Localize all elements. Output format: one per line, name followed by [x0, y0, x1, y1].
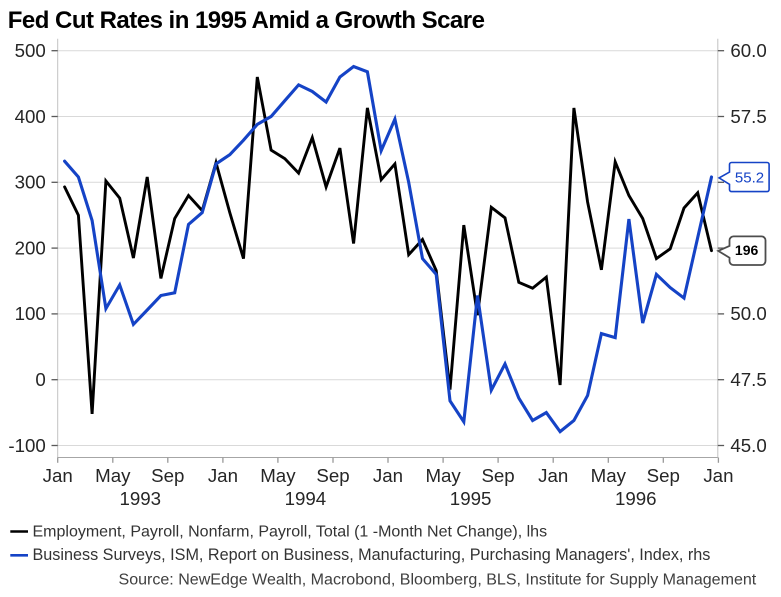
svg-text:60.0: 60.0: [730, 40, 766, 61]
svg-text:Fed Cut Rates in 1995 Amid a G: Fed Cut Rates in 1995 Amid a Growth Scar…: [8, 7, 485, 34]
svg-text:Jan: Jan: [43, 465, 73, 486]
svg-text:-100: -100: [8, 435, 45, 456]
svg-text:Sep: Sep: [481, 465, 514, 486]
svg-text:Source: NewEdge Wealth, Macrob: Source: NewEdge Wealth, Macrobond, Bloom…: [119, 570, 757, 588]
svg-text:May: May: [591, 465, 627, 486]
svg-text:57.5: 57.5: [730, 106, 766, 127]
svg-text:47.5: 47.5: [730, 369, 766, 390]
svg-text:400: 400: [15, 106, 46, 127]
svg-text:300: 300: [15, 172, 46, 193]
svg-text:Jan: Jan: [208, 465, 238, 486]
svg-text:Jan: Jan: [703, 465, 733, 486]
svg-text:Employment, Payroll, Nonfarm,: Employment, Payroll, Nonfarm, Payroll, T…: [33, 524, 548, 541]
svg-text:Business Surveys, ISM, Report: Business Surveys, ISM, Report on Busines…: [33, 546, 711, 564]
svg-text:200: 200: [15, 237, 46, 258]
svg-text:55.2: 55.2: [735, 170, 764, 187]
svg-text:Jan: Jan: [538, 465, 568, 486]
svg-text:100: 100: [15, 303, 46, 324]
svg-text:1995: 1995: [450, 488, 492, 509]
svg-text:50.0: 50.0: [730, 303, 766, 324]
svg-text:May: May: [425, 465, 461, 486]
svg-text:1993: 1993: [120, 488, 162, 509]
svg-text:Sep: Sep: [151, 465, 184, 486]
svg-text:45.0: 45.0: [730, 435, 766, 456]
svg-text:May: May: [95, 465, 131, 486]
svg-text:May: May: [260, 465, 296, 486]
svg-text:0: 0: [35, 369, 45, 390]
svg-text:Sep: Sep: [316, 465, 349, 486]
svg-text:Jan: Jan: [373, 465, 403, 486]
svg-text:196: 196: [735, 242, 759, 258]
svg-text:500: 500: [15, 40, 46, 61]
svg-text:1996: 1996: [615, 488, 657, 509]
svg-text:1994: 1994: [285, 488, 327, 509]
svg-text:Sep: Sep: [647, 465, 680, 486]
